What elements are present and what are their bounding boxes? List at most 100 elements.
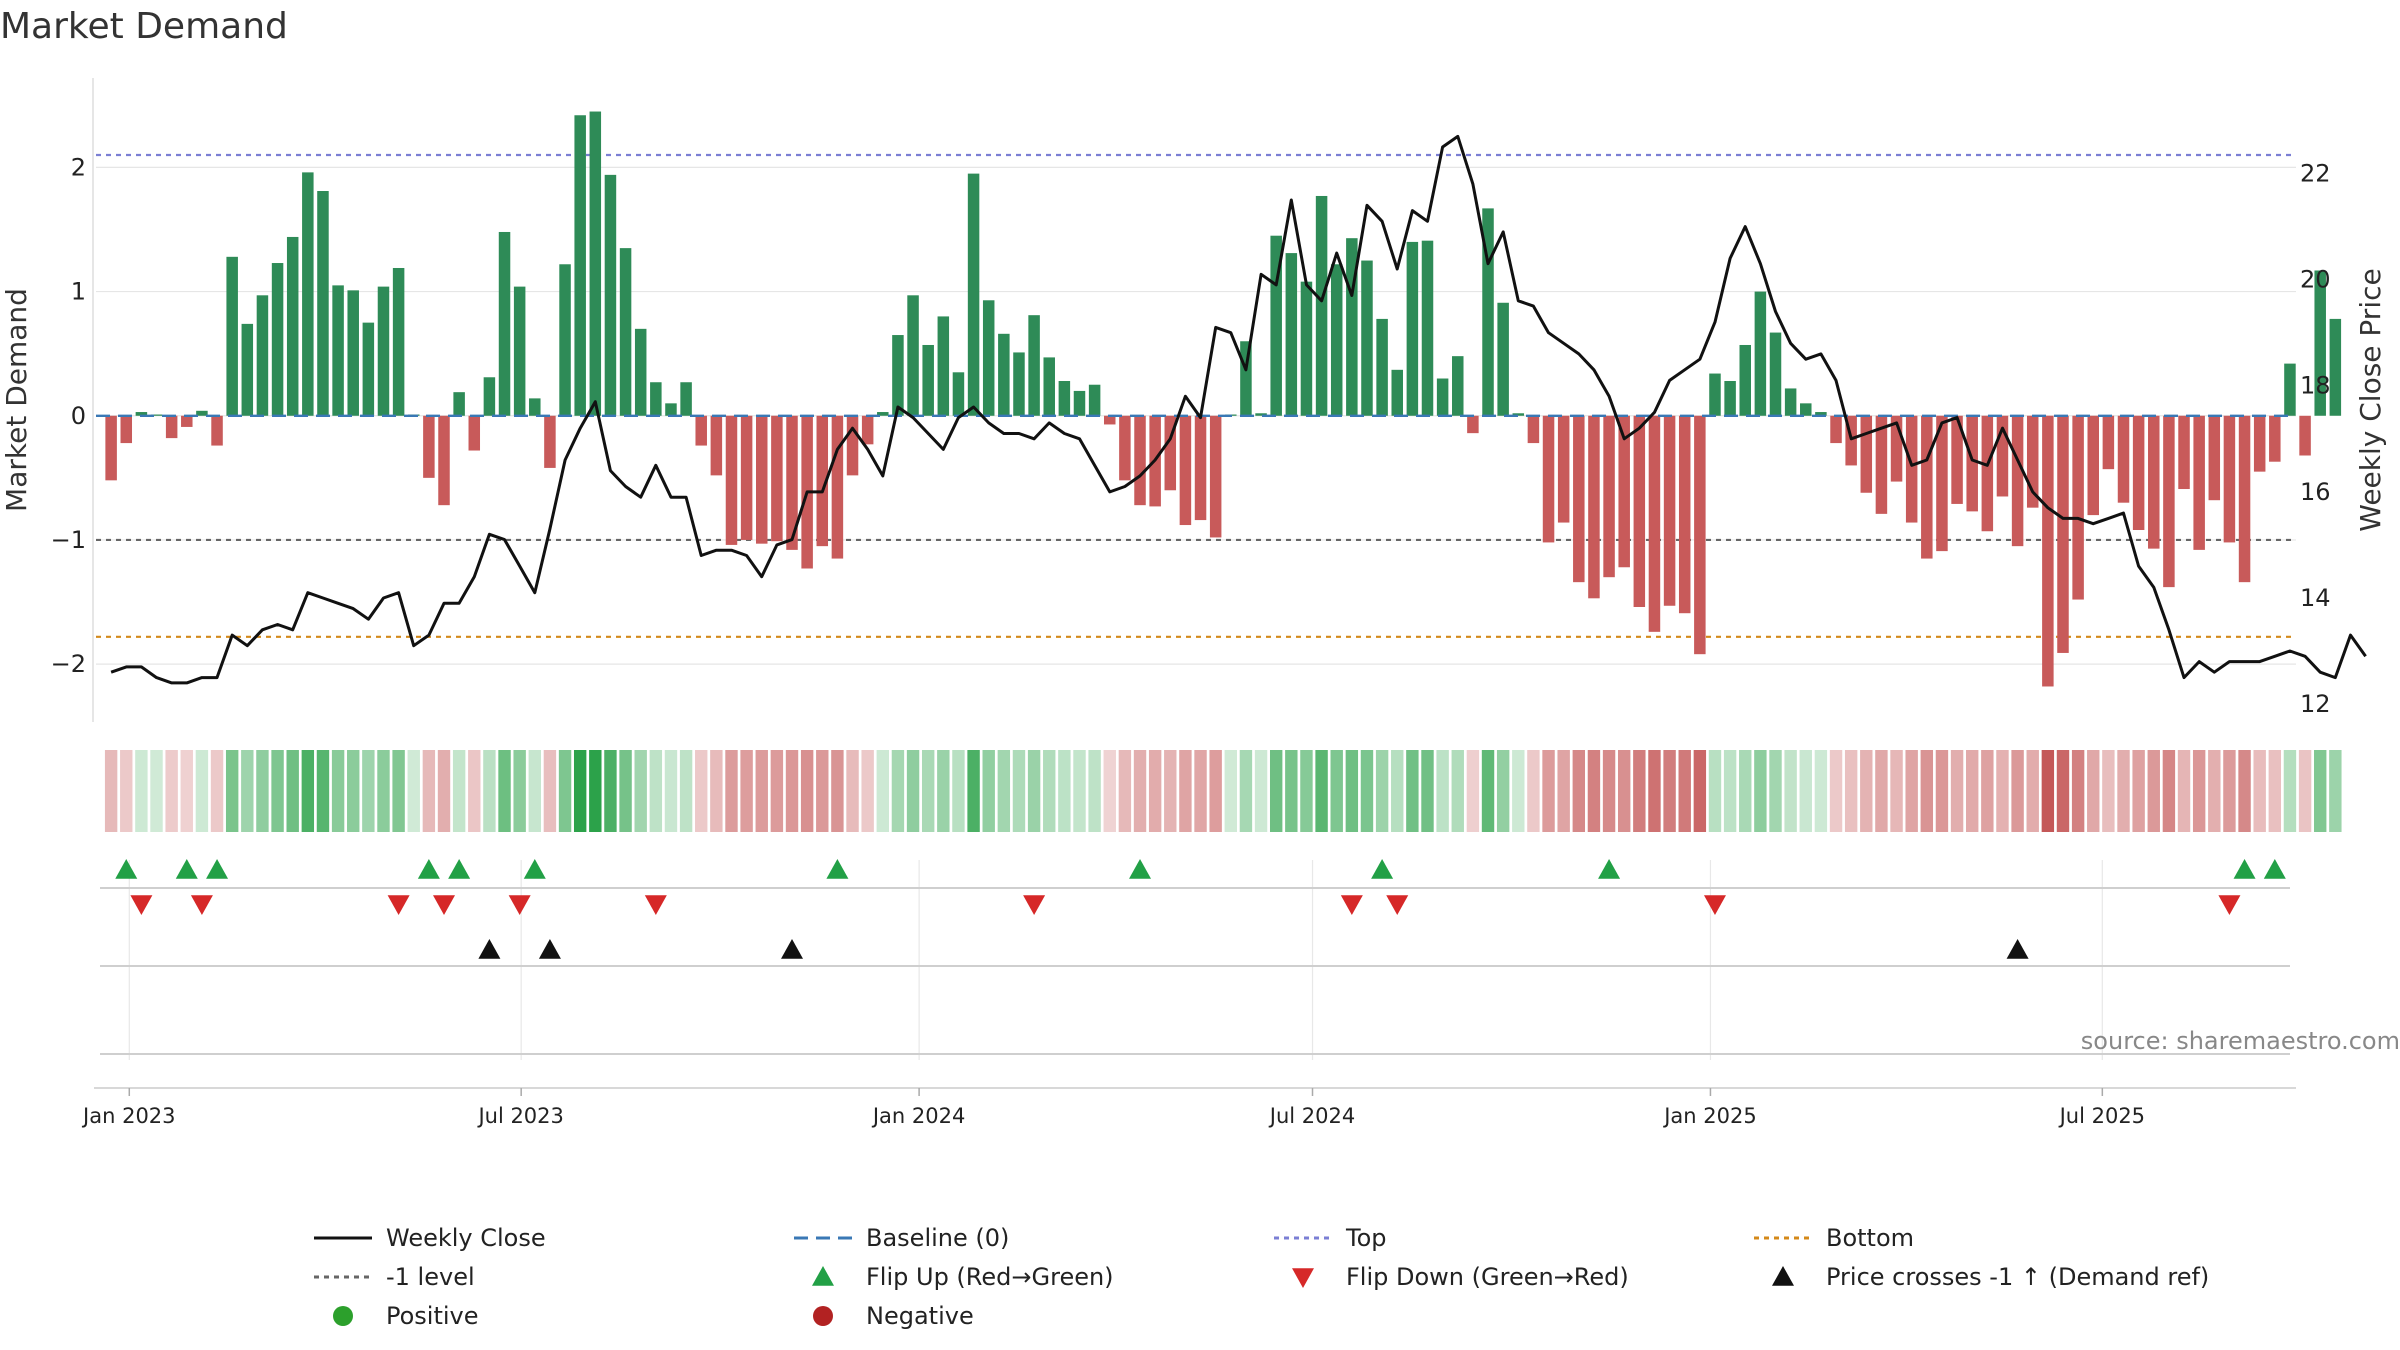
heat-cell xyxy=(225,750,239,832)
demand-bar xyxy=(1754,291,1767,416)
heat-cell xyxy=(1027,750,1041,832)
heat-cell xyxy=(2056,750,2070,832)
legend-weekly-close-label: Weekly Close xyxy=(386,1224,546,1252)
heat-cell xyxy=(2177,750,2191,832)
demand-bar xyxy=(1936,415,1948,552)
demand-bar xyxy=(1391,369,1403,416)
heat-cell xyxy=(1269,750,1283,832)
heat-cell xyxy=(1148,750,1162,832)
demand-bar xyxy=(513,286,526,416)
demand-bar xyxy=(1996,415,2009,497)
demand-bar xyxy=(1648,415,1661,632)
demand-bar xyxy=(2208,415,2221,501)
heat-cell xyxy=(135,750,148,832)
demand-bar xyxy=(1376,318,1388,416)
demand-bar xyxy=(1860,415,1873,493)
heat-cell xyxy=(1118,750,1132,832)
demand-bar xyxy=(2238,415,2251,583)
heat-cell xyxy=(2147,750,2160,832)
y-tick-label: −2 xyxy=(51,650,86,678)
y-tick-label: 2 xyxy=(71,153,86,181)
demand-bar xyxy=(1921,415,1933,559)
demand-bar xyxy=(650,382,662,416)
heat-cell xyxy=(1633,750,1646,832)
heat-cell xyxy=(407,750,420,832)
heat-cell xyxy=(271,750,284,832)
heat-cell xyxy=(2102,750,2115,832)
heat-cell xyxy=(286,750,299,832)
demand-bar xyxy=(1088,384,1101,416)
heat-cell xyxy=(831,750,844,832)
heat-cell xyxy=(528,750,541,832)
heat-cell xyxy=(165,750,178,832)
demand-bar xyxy=(453,392,465,416)
demand-bar xyxy=(529,398,541,416)
demand-bar xyxy=(1330,264,1343,416)
demand-bar xyxy=(1134,415,1146,506)
flip-down-marker xyxy=(190,895,213,915)
heat-cell xyxy=(513,750,526,832)
gridlines xyxy=(96,166,2296,1060)
demand-bar xyxy=(998,333,1010,416)
demand-bar xyxy=(2253,415,2266,472)
heat-cell xyxy=(649,750,663,832)
chart-title: Market Demand xyxy=(0,6,288,47)
demand-bar xyxy=(317,191,329,416)
y2-tick-label: 12 xyxy=(2300,690,2331,718)
heat-cell xyxy=(241,750,254,832)
flip-up-marker xyxy=(115,859,138,879)
heat-cell xyxy=(2329,750,2342,832)
heat-cell xyxy=(1043,750,1056,832)
legend-positive-label: Positive xyxy=(386,1302,479,1330)
demand-bar xyxy=(226,256,238,416)
demand-bar xyxy=(362,322,375,416)
demand-bar xyxy=(1346,238,1358,416)
demand-bar xyxy=(2314,270,2326,416)
heat-cell xyxy=(2268,750,2282,832)
heat-cell xyxy=(1224,750,1238,832)
demand-bar xyxy=(377,286,390,416)
heat-cell xyxy=(816,750,829,832)
flip-down-marker xyxy=(1703,895,1726,915)
demand-bar xyxy=(1603,415,1615,578)
heat-cell xyxy=(710,750,723,832)
demand-bar xyxy=(1361,260,1373,416)
y2-tick-label: 22 xyxy=(2300,160,2331,188)
flip-down-marker xyxy=(1340,895,1363,915)
heat-cell xyxy=(906,750,920,832)
heat-cell xyxy=(695,750,708,832)
heat-cell xyxy=(1754,750,1767,832)
heat-cell xyxy=(967,750,980,832)
demand-bar xyxy=(1830,415,1842,444)
demand-bar xyxy=(1845,415,1857,466)
demand-bar xyxy=(2117,415,2130,503)
heat-cell xyxy=(2071,750,2085,832)
demand-bar xyxy=(1678,415,1691,614)
heat-cell xyxy=(1481,750,1495,832)
demand-bar xyxy=(1784,388,1797,416)
heat-cell xyxy=(619,750,632,832)
heat-cell xyxy=(755,750,768,832)
flip-up-marker xyxy=(1129,859,1152,879)
demand-bar xyxy=(710,415,723,476)
heat-cell xyxy=(2011,750,2024,832)
heat-cell xyxy=(876,750,889,832)
heat-cell xyxy=(1617,750,1631,832)
heat-cell xyxy=(1678,750,1691,832)
flip-up-marker xyxy=(826,859,849,879)
demand-bar xyxy=(1452,356,1464,416)
heat-cell xyxy=(1209,750,1222,832)
flip-up-marker xyxy=(1598,859,1621,879)
x-tick-label: Jul 2024 xyxy=(1268,1104,1355,1128)
heat-cell xyxy=(1542,750,1555,832)
heat-cell xyxy=(1981,750,1994,832)
y-tick-label: 1 xyxy=(71,278,86,306)
demand-bar xyxy=(1512,413,1525,416)
demand-bar xyxy=(105,415,117,481)
heat-cell xyxy=(1966,750,1979,832)
flip-down-marker xyxy=(387,895,410,915)
heat-cell xyxy=(498,750,511,832)
x-tick-label: Jul 2023 xyxy=(476,1104,563,1128)
price-line-layer xyxy=(110,134,2367,685)
demand-bar xyxy=(1058,380,1071,416)
